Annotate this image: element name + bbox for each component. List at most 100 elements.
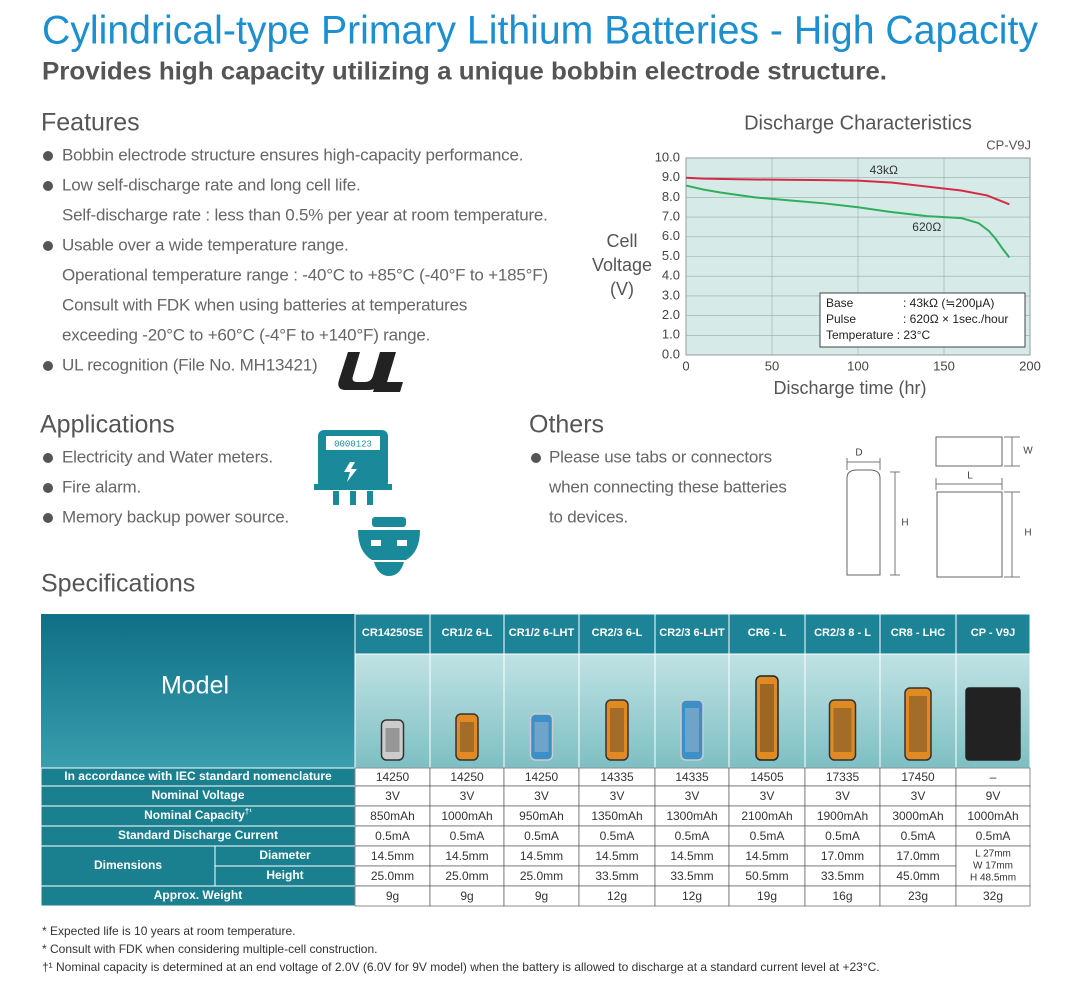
battery-image [529, 713, 554, 761]
row-label: Standard Discharge Current [118, 828, 278, 842]
battery-image [605, 699, 629, 761]
annotation-box [819, 292, 1026, 348]
table-cell-text: 50.5mm [745, 869, 788, 883]
battery-label [909, 696, 927, 752]
table-cell-text: 3V [685, 789, 700, 803]
x-axis-label: Discharge time (hr) [773, 378, 926, 398]
model-name: CR1/2 6-LHT [509, 627, 575, 639]
diagram-label: L [967, 471, 973, 482]
table-cell-text: 3V [760, 789, 775, 803]
table-cell-text: 17.0mm [821, 849, 864, 863]
table-cell-text: 14.5mm [745, 849, 788, 863]
feature-text: Bobbin electrode structure ensures high-… [62, 145, 523, 164]
table-cell [955, 885, 1031, 907]
feature-text: Low self-discharge rate and long cell li… [62, 175, 361, 194]
table-cell-text: 12g [682, 889, 702, 903]
data-line [685, 176, 1010, 206]
table-cell-text: 9V [986, 789, 1001, 803]
battery-label [610, 708, 624, 752]
battery-image [455, 713, 479, 761]
battery-label [760, 684, 774, 752]
section-heading: Features [41, 109, 140, 137]
table-cell-text: 14.5mm [670, 849, 713, 863]
table-cell-text: 9g [460, 889, 473, 903]
y-tick-label: 4.0 [662, 268, 680, 283]
model-name-band [955, 613, 1031, 655]
others-text: when connecting these batteries [548, 477, 787, 496]
footnote: * Expected life is 10 years at room temp… [42, 924, 295, 938]
row-label-text: Approx. Weight [154, 888, 242, 902]
section-heading: Specifications [41, 570, 195, 598]
others-text: Please use tabs or connectors [549, 447, 772, 466]
others-text: to devices. [549, 507, 628, 526]
table-cell-text: 9g [386, 889, 399, 903]
model-name: CR1/2 6-L [442, 627, 493, 639]
model-name: CR6 - L [748, 627, 787, 639]
annotation-text: : 43kΩ (≒200μA) [903, 296, 994, 310]
battery-label [385, 728, 400, 752]
footnote: * Consult with FDK when considering mult… [42, 942, 377, 956]
table-cell-text: 14250 [450, 770, 484, 784]
subtitle: Provides high capacity utilizing a uniqu… [42, 58, 887, 86]
bullet [43, 513, 53, 523]
table-cell-text: 14.5mm [445, 849, 488, 863]
table-cell-text: 3V [835, 789, 850, 803]
table-cell-text: 14335 [675, 770, 709, 784]
model-name-band [728, 613, 806, 655]
row-label: Nominal Capacity†¹ [144, 807, 252, 822]
table-cell-text: 17335 [826, 770, 860, 784]
row-label-text: Nominal Capacity [144, 808, 245, 822]
model-name: CR2/3 6-L [592, 627, 643, 639]
y-tick-label: 8.0 [662, 189, 680, 204]
table-cell-text: 0.5mA [825, 829, 860, 843]
feature-text: UL recognition (File No. MH13421) [62, 355, 317, 374]
x-tick-label: 50 [765, 358, 779, 373]
application-text: Memory backup power source. [62, 507, 289, 526]
table-cell-text: 33.5mm [595, 869, 638, 883]
table-cell-text: 0.5mA [675, 829, 710, 843]
table-cell-text: 17450 [901, 770, 935, 784]
table-cell-text: 1900mAh [817, 809, 868, 823]
chart-model: CP-V9J [986, 137, 1031, 152]
table-cell-text: 850mAh [370, 809, 415, 823]
table-cell-text: 9g [535, 889, 548, 903]
footnote: †¹ Nominal capacity is determined at an … [42, 960, 880, 974]
table-cell-text: 14335 [600, 770, 634, 784]
dimension-diagram [846, 436, 1020, 578]
table-header [41, 614, 355, 768]
y-axis-label: Voltage [592, 255, 652, 275]
bullet [531, 453, 541, 463]
y-tick-label: 10.0 [655, 149, 680, 164]
section-heading: Applications [40, 411, 175, 439]
table-cell-text: 1350mAh [591, 809, 642, 823]
table-cell-text: 1000mAh [441, 809, 492, 823]
feature-text: Operational temperature range : -40°C to… [62, 265, 548, 284]
application-text: Electricity and Water meters. [62, 447, 273, 466]
row-label: Height [266, 868, 303, 882]
feature-text: Self-discharge rate : less than 0.5% per… [62, 205, 548, 224]
bullet [43, 453, 53, 463]
table-cell-text: 14505 [750, 770, 784, 784]
battery-image [755, 675, 779, 761]
battery-image [380, 719, 405, 761]
battery-label [833, 708, 852, 752]
chart-title: Discharge Characteristics [744, 112, 972, 134]
table-cell-text: 3V [534, 789, 549, 803]
feature-text: Usable over a wide temperature range. [62, 235, 348, 254]
bullet [43, 151, 53, 161]
table-cell-text: 0.5mA [375, 829, 410, 843]
annotation-text: Pulse [826, 312, 856, 326]
row-label: Diameter [259, 848, 311, 862]
diagram-label: H [1024, 528, 1031, 539]
table-cell-text: – [990, 770, 997, 784]
smoke-detector-icon [358, 517, 420, 576]
battery-label [970, 696, 1016, 752]
table-cell-text: 14.5mm [371, 849, 414, 863]
y-tick-label: 7.0 [662, 209, 680, 224]
table-cell-text: 32g [983, 889, 1003, 903]
table-cell-text: W 17mm [973, 861, 1013, 872]
table-cell-text: 33.5mm [670, 869, 713, 883]
model-name-band [578, 613, 656, 655]
row-label-text: Height [266, 868, 303, 882]
title: Cylindrical-type Primary Lithium Batteri… [42, 9, 1038, 53]
